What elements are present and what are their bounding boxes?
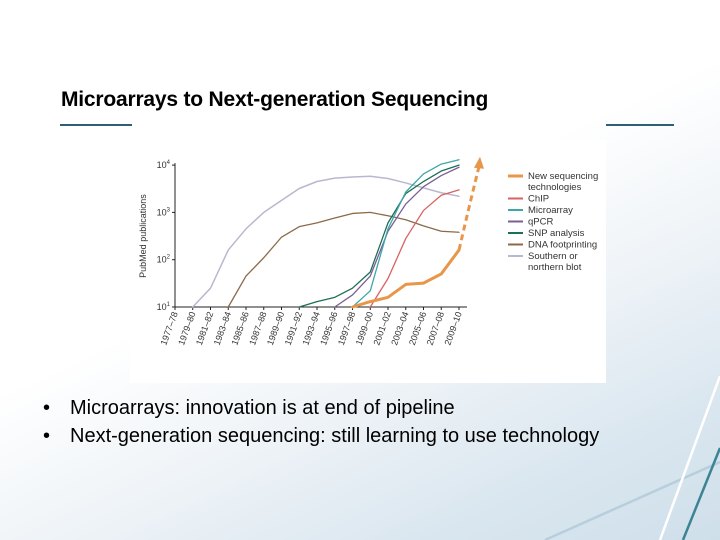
series-line	[192, 175, 460, 308]
series-line	[351, 159, 460, 308]
y-tick-label: 101	[157, 302, 171, 312]
bullet-item: • Next-generation sequencing: still lear…	[43, 424, 603, 448]
series-line	[369, 189, 460, 308]
bullet-marker: •	[43, 425, 51, 447]
series-line	[227, 211, 460, 308]
bullet-text: Next-generation sequencing: still learni…	[70, 425, 600, 447]
bullet-marker: •	[43, 397, 51, 419]
legend-label: SNP analysis	[528, 228, 585, 239]
y-tick-exponent: 4	[167, 160, 171, 166]
projection-dashed-line	[457, 166, 481, 251]
y-tick-label: 104	[157, 160, 171, 170]
bullet-list: • Microarrays: innovation is at end of p…	[43, 396, 603, 452]
title-underline-right	[606, 124, 674, 126]
y-axis-label: PubMed publications	[138, 194, 148, 278]
series-line	[298, 164, 460, 308]
y-tick-exponent: 3	[167, 207, 171, 213]
slide-title: Microarrays to Next-generation Sequencin…	[61, 88, 489, 111]
legend-label: Microarray	[528, 205, 573, 216]
y-tick-exponent: 2	[167, 255, 171, 261]
legend-label: Southern or	[528, 251, 578, 262]
legend-label: northern blot	[528, 262, 582, 273]
legend-label: ChIP	[528, 194, 549, 205]
legend-label: technologies	[528, 182, 582, 193]
legend-label: qPCR	[528, 217, 553, 228]
projection-arrowhead-icon	[474, 156, 484, 169]
series-line	[351, 248, 461, 309]
y-tick-label: 102	[157, 255, 171, 265]
bullet-text: Microarrays: innovation is at end of pip…	[70, 397, 455, 419]
bullet-item: • Microarrays: innovation is at end of p…	[43, 396, 603, 420]
legend-label: New sequencing	[528, 171, 598, 182]
y-tick-label: 103	[157, 207, 171, 217]
y-tick-exponent: 1	[167, 302, 171, 308]
publications-chart: 101 102 103 104 PubMed publications 1977–78 19…	[130, 140, 606, 383]
x-tick-label: 2009–10	[442, 310, 463, 346]
series-line	[334, 166, 460, 308]
legend-label: DNA footprinting	[528, 240, 597, 251]
title-underline-left	[60, 124, 132, 126]
